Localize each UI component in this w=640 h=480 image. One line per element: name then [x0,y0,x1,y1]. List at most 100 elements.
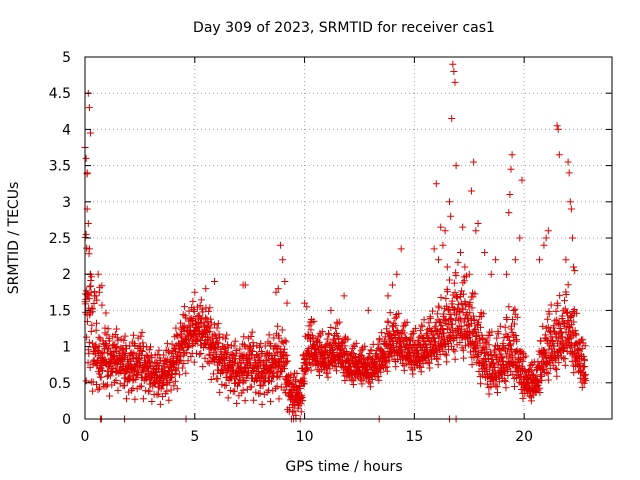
data-point [290,407,298,415]
data-point [195,350,203,358]
data-point [305,322,313,330]
data-point [95,342,103,350]
data-point [474,220,482,228]
data-point [412,324,420,332]
data-point [450,67,458,75]
x-tick-labels: 0 5 10 15 20 [81,429,534,445]
data-point [134,368,142,376]
data-point [388,281,396,289]
data-point [104,325,112,333]
data-point [139,395,147,403]
data-point [541,331,549,339]
y-axis-label: SRMTID / TECUs [6,182,22,295]
data-point [176,349,184,357]
data-point [580,352,588,360]
data-point [280,345,288,353]
data-point [494,330,502,338]
data-point [88,321,96,329]
data-point [119,346,127,354]
data-point [400,340,408,348]
data-point [476,323,484,331]
data-point [126,342,134,350]
x-tick-label: 0 [81,429,90,445]
data-point [222,335,230,343]
data-point [456,338,464,346]
data-point [561,297,569,305]
data-point [565,335,573,343]
data-point [479,335,487,343]
data-point [216,388,224,396]
data-point [325,350,333,358]
data-point [386,309,394,317]
data-point [477,380,485,388]
data-point [184,357,192,365]
data-point [177,319,185,327]
data-point [120,349,128,357]
data-point [207,319,215,327]
data-point [265,386,273,394]
data-point [272,288,280,296]
data-point [571,267,579,275]
data-point [460,354,468,362]
data-point [269,373,277,381]
data-point [488,328,496,336]
data-point [457,330,464,338]
data-point [166,378,174,386]
data-point [95,384,103,392]
data-point [522,352,530,360]
data-point [392,322,400,330]
data-point [368,375,376,383]
data-point [205,307,213,315]
data-point [189,297,197,305]
data-point [582,371,590,379]
data-point [256,389,264,397]
data-point [349,350,357,358]
data-point [451,355,459,363]
data-point [568,234,576,242]
data-point [352,339,360,347]
data-point [284,357,292,365]
data-point [242,377,250,385]
data-point [279,256,287,264]
data-point [213,334,221,342]
data-point [374,340,382,348]
data-point [418,323,426,331]
data-point [274,322,282,330]
data-point [448,320,456,328]
data-point [261,377,269,385]
data-point [228,351,236,359]
data-point [82,230,90,238]
data-point [325,331,333,339]
data-point [426,364,434,372]
data-point [326,365,334,373]
data-point [417,368,425,376]
x-axis-label: GPS time / hours [285,459,402,475]
data-point [223,331,231,339]
data-point [457,299,465,307]
data-point [435,304,443,312]
data-point [504,371,512,379]
data-point [460,277,468,285]
data-point [432,180,440,188]
data-point [519,357,527,365]
data-point [224,394,232,402]
data-point [281,337,289,345]
data-point [223,349,231,357]
data-point [564,318,572,326]
data-point [389,327,397,335]
data-point [391,314,399,322]
data-point [144,352,152,360]
data-point [403,318,411,326]
data-point [503,364,511,372]
data-point [171,377,179,385]
data-point [323,335,331,343]
data-point [400,366,408,374]
data-point [273,382,281,390]
data-point [324,373,332,381]
data-point [231,387,239,395]
data-point [209,370,217,378]
data-point [494,388,502,396]
data-point [248,328,256,336]
data-point [120,382,128,390]
